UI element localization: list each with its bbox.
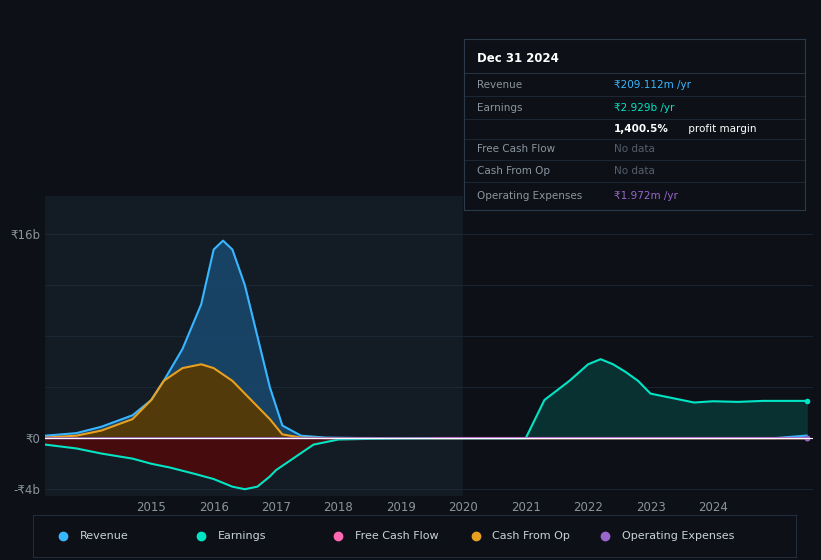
Text: Free Cash Flow: Free Cash Flow bbox=[355, 531, 438, 541]
Text: Dec 31 2024: Dec 31 2024 bbox=[478, 52, 559, 66]
Text: Revenue: Revenue bbox=[478, 80, 523, 90]
Text: 1,400.5%: 1,400.5% bbox=[614, 124, 668, 134]
Text: Earnings: Earnings bbox=[218, 531, 266, 541]
Text: ₹2.929b /yr: ₹2.929b /yr bbox=[614, 102, 674, 113]
Text: Free Cash Flow: Free Cash Flow bbox=[478, 144, 556, 155]
Text: Operating Expenses: Operating Expenses bbox=[478, 191, 583, 201]
Text: No data: No data bbox=[614, 144, 654, 155]
Text: ₹209.112m /yr: ₹209.112m /yr bbox=[614, 80, 690, 90]
Text: Revenue: Revenue bbox=[80, 531, 129, 541]
Text: No data: No data bbox=[614, 166, 654, 176]
Text: Cash From Op: Cash From Op bbox=[493, 531, 571, 541]
Text: ₹1.972m /yr: ₹1.972m /yr bbox=[614, 191, 677, 201]
Text: Earnings: Earnings bbox=[478, 102, 523, 113]
Text: Cash From Op: Cash From Op bbox=[478, 166, 551, 176]
Bar bbox=[463, 196, 813, 496]
Text: profit margin: profit margin bbox=[686, 124, 757, 134]
Text: Operating Expenses: Operating Expenses bbox=[622, 531, 735, 541]
